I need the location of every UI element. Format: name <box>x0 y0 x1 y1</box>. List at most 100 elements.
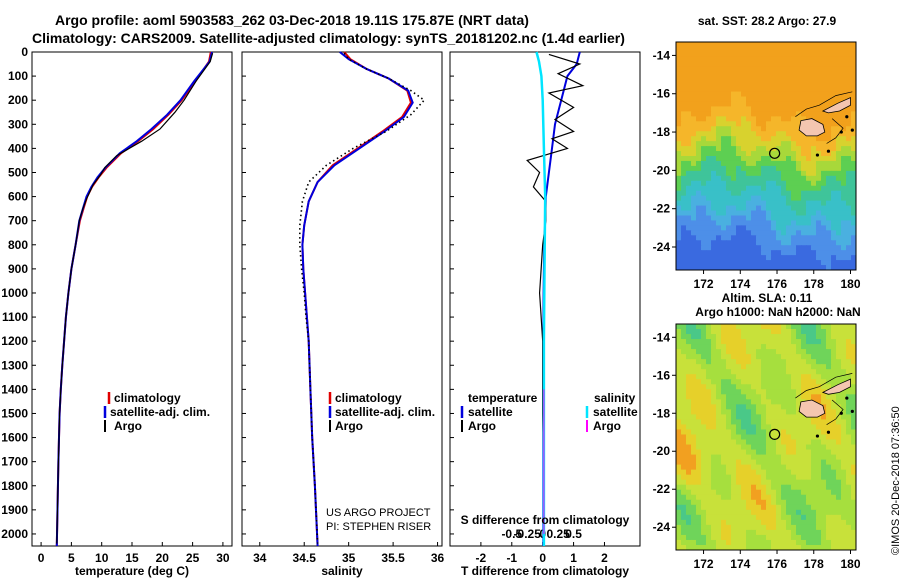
map-cell <box>811 489 817 496</box>
map-cell <box>836 175 842 182</box>
map-cell <box>811 146 817 152</box>
map-cell <box>786 429 792 436</box>
map-cell <box>756 489 762 496</box>
map-cell <box>841 141 847 147</box>
map-cell <box>821 509 827 516</box>
map-cell <box>701 364 707 370</box>
map-cell <box>786 414 792 421</box>
map-cell <box>761 419 767 426</box>
map-cell <box>706 464 712 471</box>
map-cell <box>706 469 712 476</box>
map-cell <box>706 235 712 241</box>
map-cell <box>806 379 812 385</box>
map-cell <box>796 444 802 451</box>
map-cell <box>701 449 707 456</box>
map-cell <box>791 265 797 270</box>
depth-tick-label: 1100 <box>2 310 28 324</box>
map-cell <box>696 479 702 486</box>
map-cell <box>701 86 707 93</box>
map-cell <box>771 459 777 466</box>
map-cell <box>766 96 772 103</box>
map-cell <box>791 42 797 48</box>
island-viti-levu <box>798 118 826 137</box>
map-cell <box>736 419 742 426</box>
map-cell <box>831 111 837 117</box>
map-cell <box>836 51 842 58</box>
map-cell <box>826 42 832 48</box>
map-cell <box>811 449 817 456</box>
map-cell <box>721 190 727 197</box>
map-cell <box>826 141 832 147</box>
map-cell <box>781 334 787 340</box>
map-cell <box>721 200 727 207</box>
sal-legend-argo-label: Argo <box>335 419 363 433</box>
map-cell <box>826 339 832 345</box>
map-cell <box>751 225 757 231</box>
map-cell <box>676 46 682 53</box>
map-cell <box>826 324 832 330</box>
map-cell <box>721 195 727 202</box>
map-cell <box>851 185 856 192</box>
map-cell <box>676 479 682 486</box>
map-cell <box>696 46 702 53</box>
map-cell <box>686 205 692 212</box>
map-cell <box>821 96 827 103</box>
map-cell <box>841 156 847 162</box>
map-cell <box>701 210 707 217</box>
map-cell <box>751 235 757 241</box>
map-cell <box>806 215 812 222</box>
map-cell <box>816 534 822 541</box>
map-cell <box>846 399 852 405</box>
map-cell <box>746 469 752 476</box>
map-cell <box>721 519 727 526</box>
map-cell <box>721 96 727 103</box>
map-cell <box>716 534 722 541</box>
map-cell <box>761 141 767 147</box>
imos-credit: ©IMOS 20-Dec-2018 07:36:50 <box>890 406 900 555</box>
map-cell <box>676 235 682 241</box>
map-cell <box>756 235 762 241</box>
map-cell <box>776 56 782 63</box>
map-cell <box>736 499 742 506</box>
map-cell <box>726 404 732 410</box>
map-cell <box>711 509 717 516</box>
map-cell <box>696 339 702 345</box>
map-cell <box>821 429 827 436</box>
map-cell <box>801 464 807 471</box>
map-cell <box>726 474 732 481</box>
map-cell <box>716 359 722 365</box>
map-cell <box>756 121 762 127</box>
map-cell <box>756 170 762 177</box>
map-cell <box>816 399 822 405</box>
map-cell <box>746 131 752 137</box>
map-cell <box>751 111 757 117</box>
map-cell <box>846 200 852 207</box>
map-cell <box>771 379 777 385</box>
map-cell <box>841 434 847 441</box>
map-cell <box>791 66 797 73</box>
map-cell <box>826 459 832 466</box>
map-cell <box>721 136 727 142</box>
map-cell <box>761 389 767 395</box>
map-cell <box>716 250 722 256</box>
map-y-tick-label: -14 <box>653 48 671 62</box>
map-cell <box>696 245 702 251</box>
map-cell <box>696 230 702 236</box>
map-cell <box>751 190 757 197</box>
map-cell <box>691 151 697 157</box>
map-cell <box>801 339 807 345</box>
map-cell <box>681 419 687 426</box>
map-cell <box>851 42 856 48</box>
map-cell <box>686 165 692 172</box>
map-cell <box>776 374 782 380</box>
map-cell <box>696 116 702 122</box>
sal-climatology-line <box>301 51 412 547</box>
map-cell <box>721 81 727 88</box>
map-cell <box>836 339 842 345</box>
map-cell <box>851 499 856 506</box>
map-cell <box>811 444 817 451</box>
map-cell <box>786 200 792 207</box>
map-cell <box>676 529 682 536</box>
map-cell <box>736 86 742 93</box>
map-cell <box>846 374 852 380</box>
